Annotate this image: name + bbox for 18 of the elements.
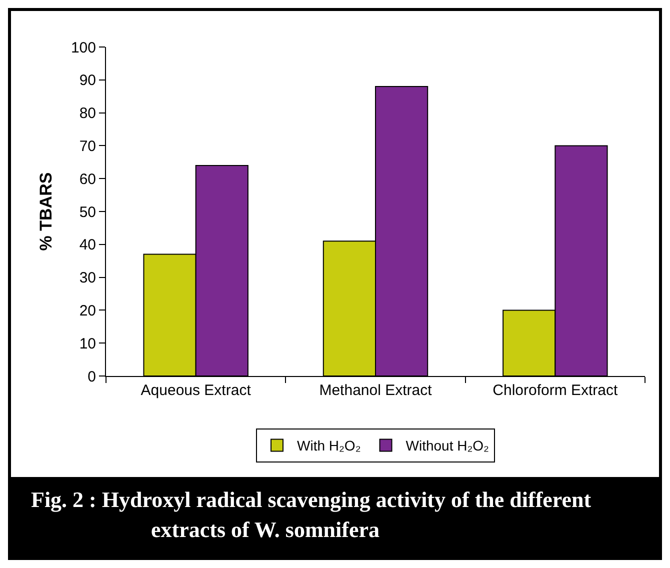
y-tick-label: 10 xyxy=(79,335,96,352)
y-tick-label: 50 xyxy=(79,204,96,221)
y-tick-label: 20 xyxy=(79,302,96,320)
x-tick-label: Chloroform Extract xyxy=(492,382,619,399)
legend-label: With H₂O₂ xyxy=(297,438,361,454)
y-tick-label: 0 xyxy=(88,368,96,386)
y-axis-title: % TBARS xyxy=(36,172,56,251)
y-tick-label: 60 xyxy=(79,170,96,188)
y-tick-label: 30 xyxy=(79,270,96,287)
y-tick-label: 80 xyxy=(79,105,96,122)
x-tick-label: Aqueous Extract xyxy=(140,382,252,399)
y-tick-label: 40 xyxy=(79,236,96,254)
legend-label: Without H₂O₂ xyxy=(406,438,489,454)
y-tick-label: 90 xyxy=(79,72,96,90)
x-tick-label: Methanol Extract xyxy=(319,382,433,399)
text: Fig. 2 : Hydroxyl radical scavenging activity of the different extracts of W. somnifera xyxy=(11,477,659,557)
y-tick-label: 100 xyxy=(70,39,96,56)
y-tick-label: 70 xyxy=(79,138,96,155)
